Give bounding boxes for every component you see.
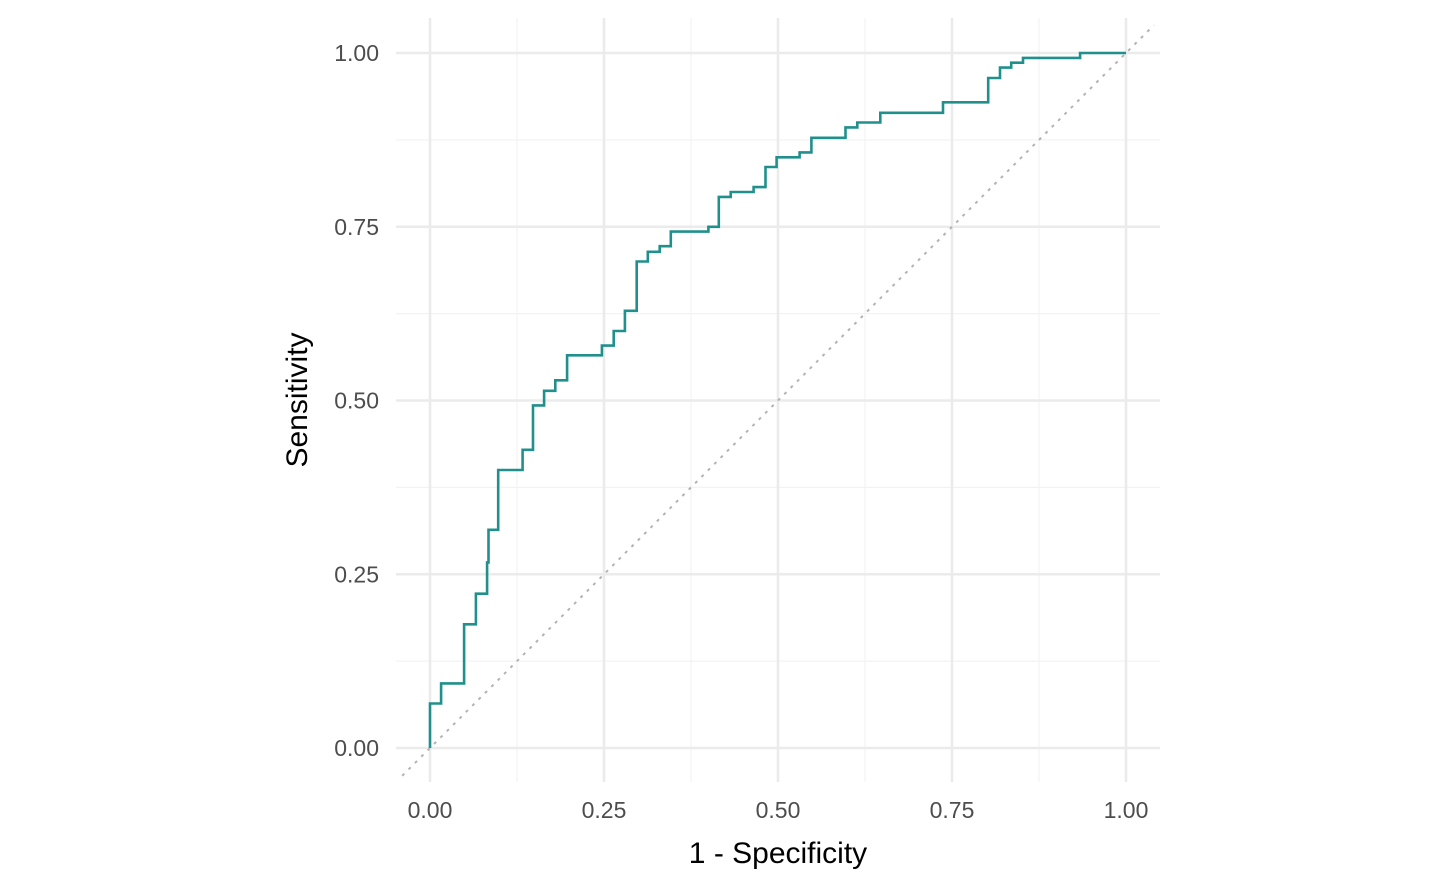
y-tick-label: 0.50 bbox=[334, 388, 379, 414]
x-axis-ticks: 0.00 0.25 0.50 0.75 1.00 bbox=[408, 797, 1149, 823]
x-tick-label: 0.25 bbox=[582, 797, 627, 823]
y-tick-label: 0.75 bbox=[334, 214, 379, 240]
y-tick-label: 1.00 bbox=[334, 40, 379, 66]
x-tick-label: 0.50 bbox=[756, 797, 801, 823]
x-tick-label: 1.00 bbox=[1104, 797, 1149, 823]
x-tick-label: 0.00 bbox=[408, 797, 453, 823]
reference-diagonal-line bbox=[401, 24, 1155, 777]
grid bbox=[396, 18, 1160, 782]
x-tick-label: 0.75 bbox=[930, 797, 975, 823]
y-axis-ticks: 0.00 0.25 0.50 0.75 1.00 bbox=[334, 40, 379, 761]
x-axis-title: 1 - Specificity bbox=[689, 837, 867, 870]
y-tick-label: 0.25 bbox=[334, 561, 379, 587]
roc-series-layer bbox=[428, 51, 1126, 748]
y-tick-label: 0.00 bbox=[334, 735, 379, 761]
roc-curve-line bbox=[428, 51, 1126, 748]
reference-line-layer bbox=[401, 24, 1155, 777]
y-axis-title: Sensitivity bbox=[281, 332, 314, 467]
